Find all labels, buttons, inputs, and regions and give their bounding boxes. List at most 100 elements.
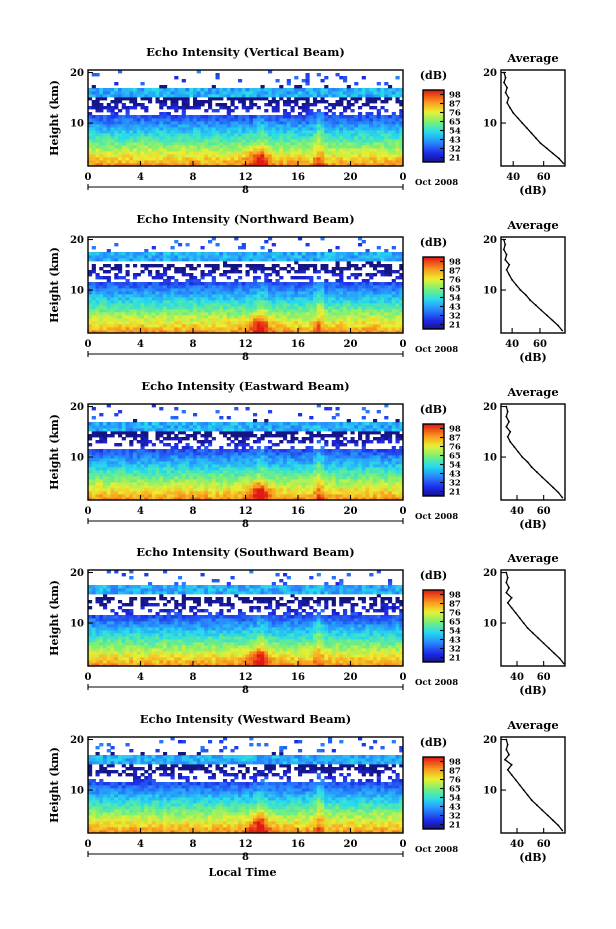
heatmap-cell [328,157,333,161]
heatmap-cell [103,94,108,98]
heatmap-cell [286,79,291,83]
heatmap-cell [249,148,254,152]
heatmap-cell [388,315,393,319]
heatmap-cell [230,330,235,334]
heatmap-cell [245,294,250,298]
heatmap-cell [159,258,164,262]
heatmap-cell [324,264,329,268]
heatmap-cell [309,294,314,298]
heatmap-cell [170,291,175,295]
heatmap-cell [193,258,198,262]
heatmap-cell [245,291,250,295]
heatmap-cell [114,130,119,134]
heatmap-cell [200,479,205,483]
heatmap-cell [380,142,385,146]
heatmap-cell [121,94,126,98]
heatmap-cell [238,118,243,122]
heatmap-cell [331,91,336,95]
heatmap-cell [264,258,269,262]
heatmap-cell [268,151,273,155]
heatmap-cell [399,136,404,140]
heatmap-cell [148,467,153,471]
heatmap-cell [234,88,239,92]
heatmap-cell [99,327,104,331]
heatmap-cell [136,303,141,307]
heatmap-cell [103,431,108,435]
heatmap-cell [121,148,126,152]
heatmap-cell [358,112,363,116]
heatmap-cell [335,100,340,104]
heatmap-cell [316,160,321,164]
heatmap-cell [106,476,111,480]
heatmap-cell [211,449,216,453]
heatmap-cell [163,285,168,289]
heatmap-cell [264,297,269,301]
heatmap-cell [361,240,366,244]
heatmap-cell [148,449,153,453]
heatmap-cell [365,154,370,158]
heatmap-cell [170,309,175,313]
heatmap-cell [301,127,306,131]
heatmap-cell [129,473,134,477]
heatmap-cell [369,306,374,310]
heatmap-cell [181,455,186,459]
heatmap-cell [241,127,246,131]
heatmap-cell [331,154,336,158]
heatmap-cell [174,148,179,152]
heatmap-cell [260,136,265,140]
heatmap-cell [163,133,168,137]
heatmap-cell [170,118,175,122]
heatmap-cell [346,294,351,298]
heatmap-cell [309,279,314,283]
heatmap-cell [151,160,156,164]
heatmap-cell [110,288,115,292]
heatmap-cell [234,315,239,319]
heatmap-cell [283,136,288,140]
heatmap-cell [305,297,310,301]
heatmap-cell [275,300,280,304]
heatmap-cell [133,497,138,501]
heatmap-cell [200,488,205,492]
heatmap-cell [103,97,108,101]
heatmap-cell [208,118,213,122]
heatmap-cell [361,264,366,268]
heatmap-cell [148,133,153,137]
heatmap-cell [181,294,186,298]
heatmap-cell [125,434,130,438]
heatmap-cell [380,297,385,301]
heatmap-cell [99,291,104,295]
heatmap-cell [271,145,276,149]
heatmap-cell [331,106,336,110]
heatmap-cell [110,318,115,322]
heatmap-cell [114,294,119,298]
heatmap-cell [253,139,258,143]
heatmap-cell [189,330,194,334]
heatmap-cell [260,88,265,92]
heatmap-cell [223,124,228,128]
heatmap-cell [215,452,220,456]
heatmap-cell [88,476,93,480]
heatmap-cell [328,255,333,259]
heatmap-cell [208,431,213,435]
heatmap-cell [99,455,104,459]
heatmap-cell [339,124,344,128]
heatmap-cell [275,139,280,143]
heatmap-cell [219,300,224,304]
heatmap-cell [395,306,400,310]
heatmap-cell [125,288,130,292]
heatmap-cell [245,258,250,262]
heatmap-cell [200,160,205,164]
heatmap-cell [294,163,299,167]
heatmap-cell [223,258,228,262]
heatmap-cell [320,151,325,155]
heatmap-cell [316,73,321,77]
heatmap-cell [136,425,141,429]
heatmap-cell [395,154,400,158]
heatmap-cell [166,142,171,146]
heatmap-cell [200,494,205,498]
heatmap-cell [309,297,314,301]
heatmap-cell [118,473,123,477]
heatmap-cell [121,288,126,292]
heatmap-cell [305,97,310,101]
heatmap-cell [268,306,273,310]
